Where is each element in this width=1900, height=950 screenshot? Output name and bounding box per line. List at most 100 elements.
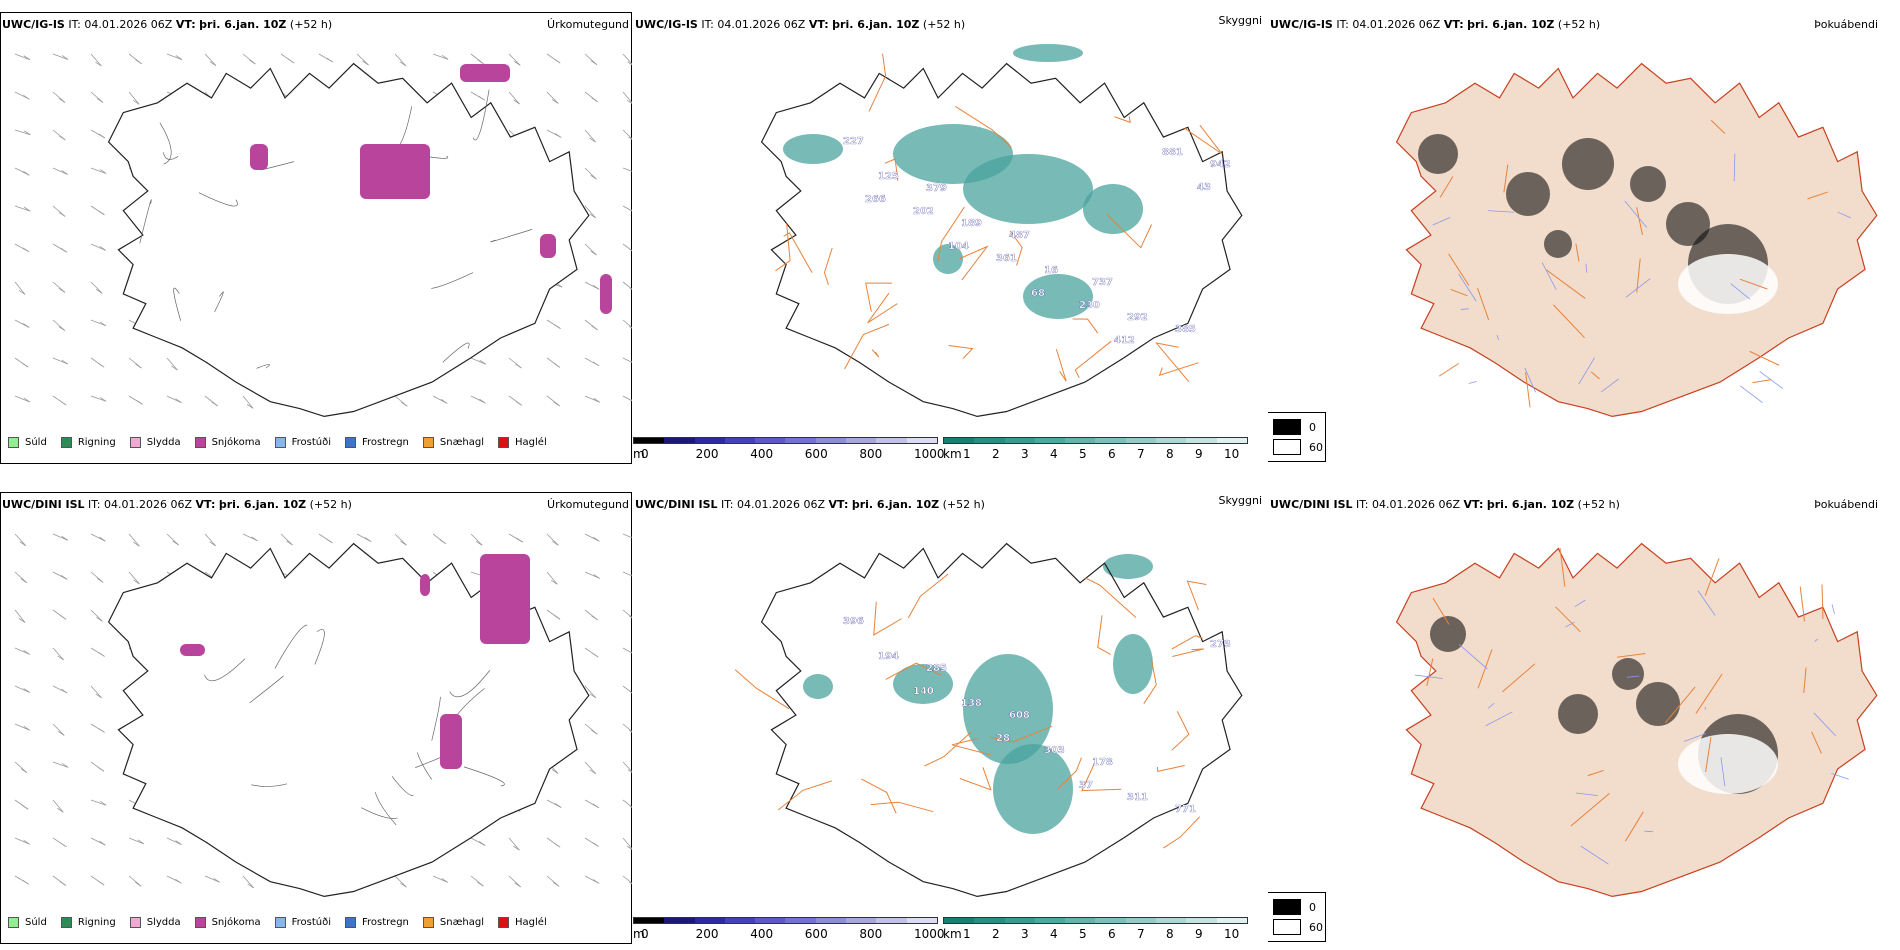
visibility-panel-row2: UWC/DINI ISL IT: 04.01.2026 06Z VT: þri.… [633,492,1268,944]
wind-barb-flag [246,404,254,409]
legend-label: Snæhagl [439,437,485,448]
fog-legend-swatch [1273,439,1301,455]
cloud-value-label: 292 [1127,312,1148,323]
river-line [1831,772,1849,780]
river-line [1730,283,1751,300]
fog-map[interactable] [1268,514,1900,914]
precip-legend-item: Frostregn [345,917,409,928]
boundary-line [256,364,270,369]
boundary-line [274,624,308,669]
cloud-value-label: 303 [1044,745,1065,756]
river-line [1524,367,1536,393]
precip-frame [0,12,632,464]
visibility-map[interactable]: 227 379 487 737 385 125 189 16 292 942 202 361 230 88… [633,34,1268,434]
wind-barb-flag [551,99,559,104]
legend-label: Slydda [146,917,181,928]
vt-value: þri. 6.jan. 10Z [199,18,287,31]
cloud-value-label: 608 [1009,710,1030,721]
road-line [1752,379,1771,384]
road-line [777,780,832,811]
legend-label: Súld [25,917,47,928]
wind-barb [242,875,254,889]
wind-barb-flag [553,363,561,368]
wind-barb-flag [135,59,142,65]
wind-barb [52,761,69,768]
height-scale: m 0 200 400 600 800 1000 [633,437,945,463]
precip-legend-item: Súld [8,917,47,928]
wind-barb [14,395,31,403]
road-line [783,232,813,273]
river-line [1485,711,1513,727]
wind-barb [622,837,632,850]
scale-tick-label: 6 [1108,927,1116,941]
wind-barb-flag [326,57,334,63]
precip-map[interactable] [0,514,632,914]
river-line [1625,278,1651,298]
wind-barb [166,837,182,845]
road-line [870,801,934,813]
legend-swatch [345,917,356,928]
wind-barb-flag [477,881,484,887]
precip-map[interactable] [0,34,632,434]
wind-barb-flag [95,61,102,67]
cloud-value-label: 737 [1092,277,1113,288]
cloud-value-label: 138 [961,698,982,709]
legend-swatch [8,917,19,928]
wind-barb-flag [136,400,143,405]
fog-area [1636,682,1680,726]
wind-barb [204,533,216,547]
wind-barb [432,875,448,883]
river-line [1585,263,1588,273]
wind-barb-flag [23,94,30,100]
it-value: 04.01.2026 06Z [1352,18,1441,31]
wind-barb-flag [97,880,105,886]
wind-barb-flag [629,287,632,290]
wind-barb-flag [631,360,632,362]
scale-color [1095,438,1126,443]
wind-barb-flag [629,691,632,694]
river-line [1458,644,1488,670]
road-line [989,725,1053,743]
wind-barb-flag [589,693,597,699]
visibility-map[interactable]: 396 285 608 178 771 194 138 303 311 273 140 28 37 [633,514,1268,914]
legend-label: Frostregn [362,437,409,448]
boundary-line [472,89,490,141]
wind-barb [584,167,597,180]
legend-swatch [345,437,356,448]
it-label: IT: [88,498,101,511]
wind-barb-flag [96,289,103,294]
wind-barb-flag [59,614,67,620]
precip-legend-item: Frostúði [274,917,331,928]
wind-barb [166,53,183,60]
road-line [1439,176,1454,198]
wind-barb [14,281,26,295]
scale-tick-label: 800 [859,927,883,941]
cloud-value-label: 285 [926,663,947,674]
road-line [775,223,791,272]
wind-barb [622,395,632,402]
legend-label: Slydda [146,437,181,448]
wind-barb [90,243,106,251]
wind-barb [622,723,632,733]
wind-barb-flag [554,803,562,808]
wind-barb [14,53,31,61]
lead-time: (+52 h) [289,18,333,31]
fog-map[interactable] [1268,34,1900,434]
cloud-value-label: 771 [1175,804,1196,815]
road-line [1172,648,1204,658]
wind-barb [52,167,68,175]
wind-barb-flag [593,397,600,403]
scale-color [846,438,877,443]
wind-barb-flag [23,839,30,845]
road-line [1555,606,1581,633]
river-line [1759,371,1784,389]
variable-name: Skyggni [1218,14,1262,27]
wind-barb-flag [514,882,521,888]
precip-panel-row1: UWC/IG-IS IT: 04.01.2026 06Z VT: þri. 6.… [0,12,635,464]
legend-swatch [129,917,141,928]
model-name: UWC/IG-IS [2,18,65,31]
wind-barb [52,647,64,661]
fog-area [1666,202,1710,246]
wind-barb-flag [61,170,68,175]
wind-barb-flag [593,536,600,542]
